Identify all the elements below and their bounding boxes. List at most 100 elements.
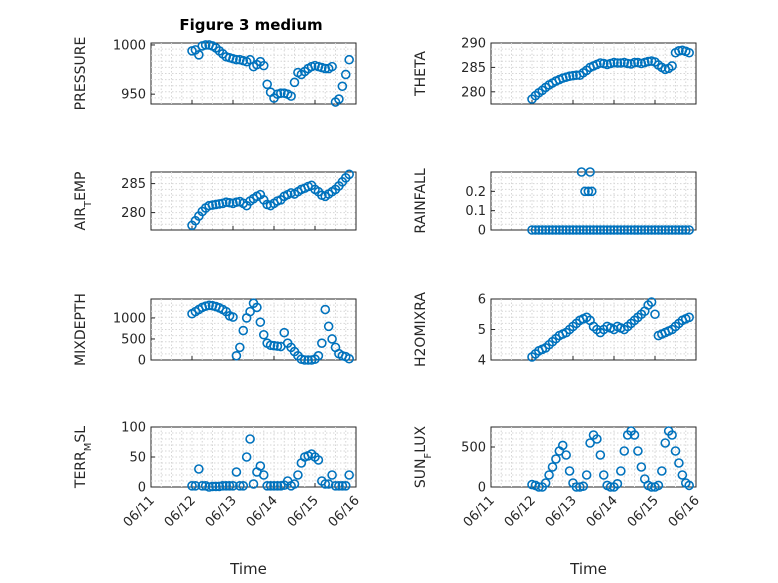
- data-point: [258, 470, 269, 480]
- data-point: [588, 225, 599, 235]
- data-point: [327, 61, 337, 72]
- data-point: [187, 480, 197, 491]
- y-tick-label: 280: [121, 206, 146, 221]
- data-point: [646, 225, 657, 235]
- data-point: [578, 481, 589, 492]
- data-point: [228, 312, 238, 322]
- data-point: [557, 440, 568, 451]
- data-point: [317, 338, 327, 348]
- data-point: [670, 225, 681, 235]
- data-point: [272, 480, 283, 491]
- data-point: [578, 225, 589, 235]
- data-point: [636, 225, 647, 235]
- data-point: [585, 167, 595, 177]
- data-point: [217, 480, 228, 491]
- figure-title: Figure 3 medium: [179, 16, 322, 34]
- data-point: [265, 480, 276, 491]
- data-point: [537, 225, 548, 235]
- data-point: [255, 317, 266, 327]
- data-point: [580, 186, 590, 197]
- data-point: [276, 480, 286, 491]
- data-point: [286, 91, 296, 101]
- data-point: [540, 478, 551, 488]
- data-point: [224, 197, 235, 208]
- data-point: [581, 470, 592, 480]
- subplot-sun-flux: 0 500 06/11 06/12 06/13 06/14 06/15 06/16 SUNFLU…: [413, 425, 703, 578]
- data-point: [646, 482, 657, 492]
- data-point: [684, 312, 694, 323]
- data-point: [320, 479, 331, 489]
- data-point: [527, 225, 537, 235]
- data-point: [653, 225, 664, 235]
- data-point: [598, 470, 609, 480]
- data-point: [289, 479, 300, 489]
- data-point: [592, 434, 602, 444]
- y-tick-label: 100: [121, 421, 146, 436]
- y-tick-label: 950: [121, 88, 146, 103]
- data-point: [677, 470, 688, 480]
- y-tick-label: 5: [478, 323, 486, 338]
- y-tick-label: 500: [461, 441, 486, 456]
- data-point: [330, 480, 341, 491]
- x-tick-label: 06/14: [584, 493, 621, 530]
- data-point: [190, 480, 201, 491]
- data-point: [557, 225, 568, 235]
- data-point: [551, 454, 561, 464]
- x-tick-label: 06/15: [285, 493, 322, 530]
- data-point: [265, 340, 276, 351]
- y-tick-label: 0.1: [465, 204, 486, 219]
- x-tick-label: 06/12: [502, 493, 539, 530]
- data-point: [276, 88, 286, 98]
- data-point: [680, 225, 691, 235]
- data-point: [214, 481, 225, 492]
- data-point: [204, 482, 214, 492]
- data-point: [585, 225, 595, 235]
- y-tick-label: 6: [478, 293, 486, 308]
- data-point: [344, 54, 354, 65]
- y-axis-label: H2OMIXRA: [413, 292, 429, 367]
- data-point: [214, 199, 225, 209]
- subplot-mixdepth: 0 500 1000 MIXDEPTH: [73, 293, 357, 369]
- y-tick-label: 0.2: [465, 185, 486, 200]
- data-point: [646, 297, 657, 307]
- data-point: [204, 300, 214, 311]
- y-tick-label: 4: [478, 354, 486, 369]
- data-point: [344, 353, 354, 364]
- data-point: [619, 446, 630, 456]
- data-point: [622, 225, 633, 235]
- y-tick-label: 50: [129, 451, 146, 466]
- x-tick-label: 06/11: [461, 493, 498, 530]
- y-tick-label: 290: [461, 37, 486, 52]
- data-point: [272, 341, 283, 351]
- data-point: [258, 60, 269, 71]
- data-point: [293, 470, 303, 480]
- data-point: [605, 225, 616, 235]
- data-point: [616, 466, 626, 476]
- data-point: [636, 462, 647, 472]
- data-point: [540, 225, 551, 235]
- y-tick-label: 500: [121, 332, 146, 347]
- data-point: [299, 355, 310, 365]
- data-point: [670, 446, 681, 456]
- data-point: [629, 225, 640, 235]
- data-point: [340, 480, 351, 491]
- data-point: [231, 350, 242, 361]
- data-point: [561, 450, 571, 460]
- data-point: [554, 225, 565, 235]
- data-point: [612, 225, 623, 235]
- data-point: [344, 169, 354, 180]
- data-point: [194, 50, 204, 60]
- data-point: [269, 340, 279, 351]
- data-point: [337, 81, 348, 92]
- data-point: [674, 46, 684, 56]
- data-point: [612, 58, 623, 68]
- data-point: [252, 302, 262, 313]
- data-point: [674, 225, 684, 235]
- data-point: [564, 225, 575, 235]
- data-point: [313, 455, 324, 465]
- data-point: [639, 225, 650, 235]
- subplot-pressure: 950 1000 PRESSURE: [73, 37, 357, 110]
- data-point: [204, 200, 214, 211]
- data-point: [571, 225, 582, 235]
